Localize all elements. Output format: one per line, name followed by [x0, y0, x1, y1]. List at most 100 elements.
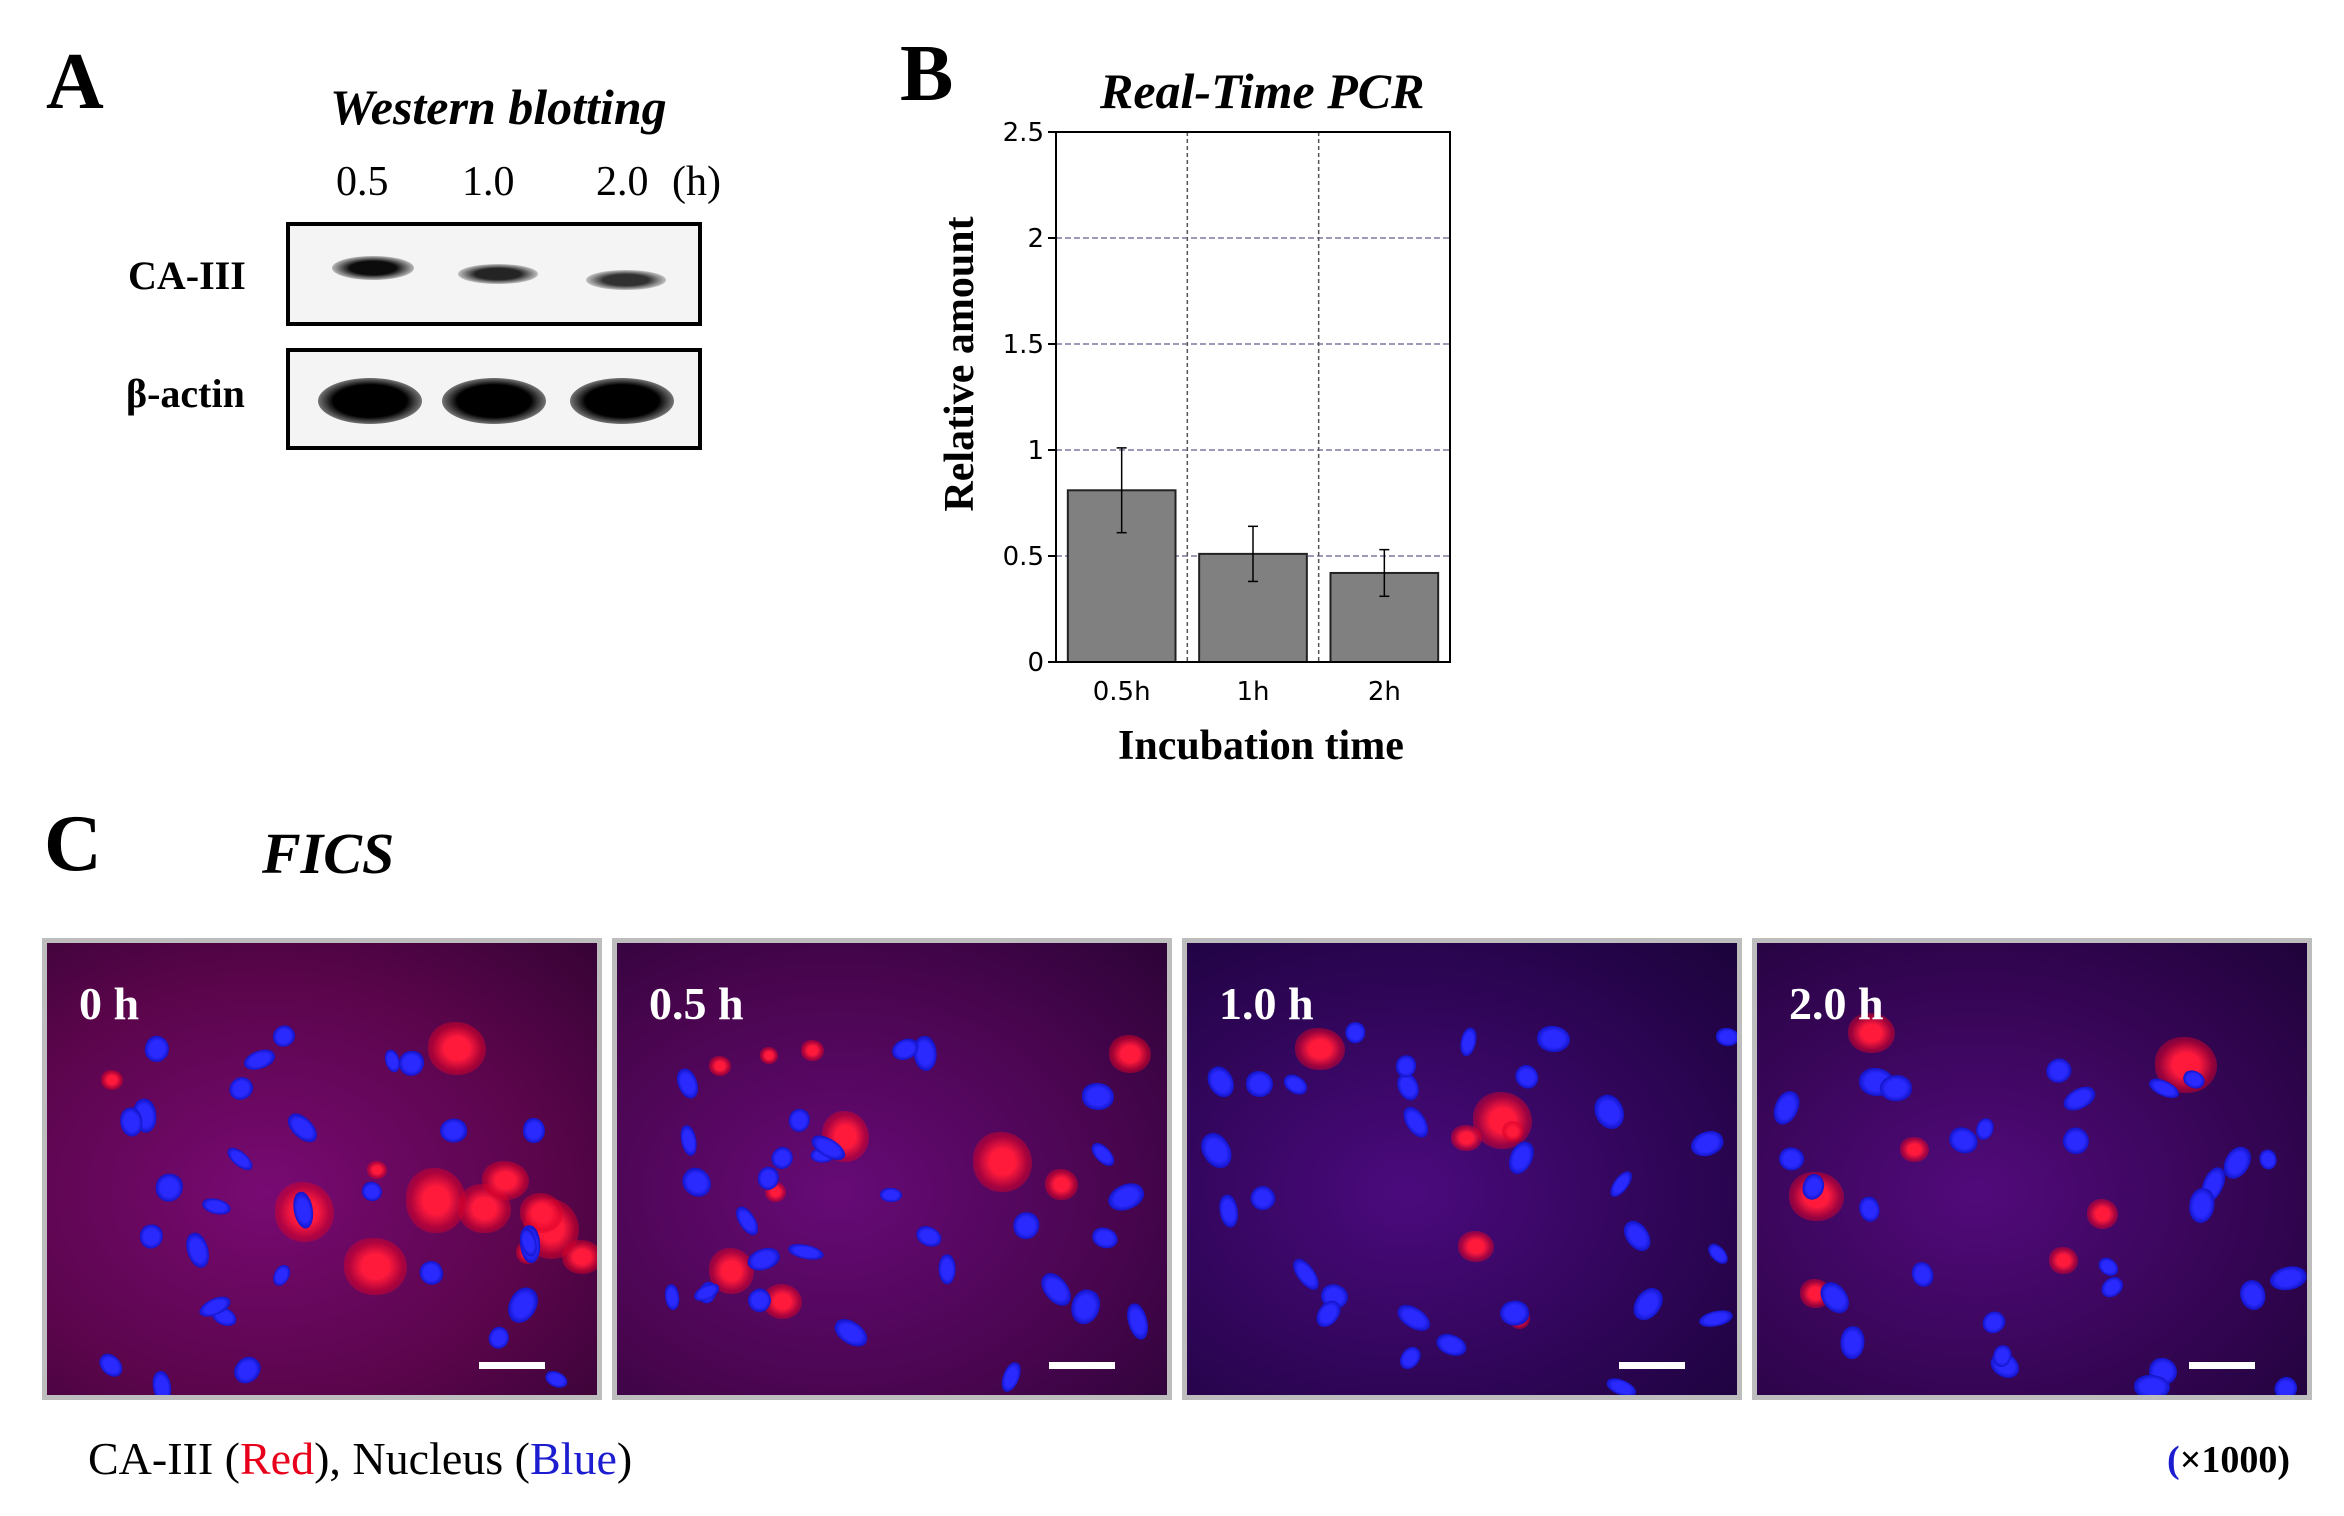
nucleus: [829, 1313, 873, 1353]
fics-title: FICS: [262, 821, 395, 886]
panel-a-letter: A: [46, 38, 104, 126]
nucleus: [2058, 1123, 2094, 1159]
micrograph-2-0h: 2.0 h: [1752, 938, 2312, 1400]
nucleus: [139, 1223, 164, 1249]
y-tick-label: 2.5: [1003, 118, 1044, 148]
chart-title: Real-Time PCR: [1100, 63, 1425, 119]
ca3-signal: [1848, 1012, 1895, 1053]
nucleus: [1398, 1102, 1434, 1142]
band-ca3-lane2: [458, 264, 538, 284]
magnification-label: (×1000): [2167, 1438, 2290, 1482]
nucleus: [1715, 1027, 1737, 1047]
ca3-signal: [1501, 1121, 1525, 1143]
ca3-signal: [427, 1021, 487, 1075]
ca3-signal: [1457, 1230, 1495, 1262]
nucleus: [228, 1351, 266, 1389]
nucleus: [880, 1187, 903, 1203]
western-blot-title: Western blotting: [330, 79, 667, 135]
nucleus: [2095, 1254, 2123, 1280]
ca3-signal: [367, 1161, 387, 1179]
nucleus: [241, 1045, 278, 1074]
nucleus: [1104, 1178, 1148, 1216]
nucleus: [662, 1283, 681, 1311]
plot-frame: [1055, 131, 1451, 663]
nucleus: [224, 1073, 258, 1106]
caption-red-word: Red: [240, 1433, 315, 1484]
ca3-signal: [708, 1055, 731, 1076]
ca3-signal: [481, 1161, 529, 1201]
caption-prefix: CA-III (: [88, 1433, 240, 1484]
nucleus: [2236, 1276, 2270, 1314]
lane-label-2: 1.0: [462, 159, 515, 205]
nucleus: [1395, 1343, 1425, 1374]
nucleus: [2133, 1375, 2170, 1395]
lane-label-3: 2.0: [596, 159, 649, 205]
ca3-signal: [1045, 1168, 1078, 1200]
x-tick-label: 0.5h: [1093, 677, 1151, 707]
micrograph-1-0h: 1.0 h: [1182, 938, 1742, 1400]
nucleus: [359, 1179, 384, 1204]
band-actin-lane3: [570, 378, 674, 424]
nucleus: [1035, 1267, 1077, 1311]
nucleus: [543, 1368, 571, 1391]
nucleus: [1394, 1054, 1417, 1078]
nucleus: [1216, 1193, 1241, 1230]
time-label: 0.5 h: [649, 978, 744, 1029]
nucleus: [1536, 1024, 1572, 1053]
nucleus: [2058, 1081, 2099, 1116]
y-tick-label: 0.5: [1003, 542, 1044, 572]
scale-bar: [2189, 1362, 2255, 1369]
ca3-signal: [1900, 1136, 1929, 1163]
blot-actin: [286, 348, 702, 450]
mag-rest: ×1000): [2179, 1439, 2290, 1481]
row-label-ca3: CA-III: [128, 253, 246, 298]
nucleus: [998, 1360, 1024, 1395]
nucleus: [1087, 1139, 1119, 1170]
nucleus: [2257, 1147, 2280, 1173]
nucleus: [913, 1222, 945, 1251]
nucleus: [398, 1050, 424, 1076]
time-label: 0 h: [79, 978, 140, 1029]
nucleus: [1280, 1071, 1311, 1099]
ca3-signal: [759, 1046, 779, 1064]
y-tick-label: 1: [1027, 436, 1044, 466]
nucleus: [438, 1117, 469, 1145]
nucleus: [1628, 1283, 1669, 1326]
nucleus: [1589, 1090, 1631, 1134]
blot-ca3: [286, 222, 702, 326]
band-ca3-lane1: [332, 256, 414, 280]
ca3-signal: [801, 1039, 825, 1062]
nucleus: [677, 1123, 700, 1158]
ca3-signal: [2086, 1199, 2119, 1229]
scale-bar: [479, 1362, 545, 1369]
nucleus: [1618, 1216, 1656, 1256]
nucleus: [1776, 1144, 1807, 1174]
nucleus: [1458, 1025, 1479, 1057]
y-tick-label: 2: [1027, 224, 1044, 254]
nucleus: [1510, 1060, 1543, 1094]
nucleus: [1245, 1181, 1280, 1216]
nucleus: [1606, 1168, 1636, 1201]
nucleus: [1977, 1306, 2010, 1338]
y-axis-title: Relative amount: [937, 216, 983, 512]
nucleus: [2270, 1372, 2302, 1395]
time-label: 1.0 h: [1219, 978, 1314, 1029]
nucleus: [2267, 1262, 2307, 1294]
lane-unit: (h): [672, 159, 721, 205]
nucleus: [1687, 1127, 1727, 1162]
nucleus: [787, 1108, 811, 1133]
nucleus: [150, 1369, 174, 1395]
nucleus: [731, 1203, 763, 1240]
x-tick-label: 2h: [1368, 677, 1401, 707]
nucleus: [1393, 1299, 1435, 1336]
band-actin-lane1: [318, 378, 422, 424]
nucleus: [1245, 1070, 1274, 1098]
ca3-signal: [972, 1131, 1032, 1192]
nucleus: [1194, 1127, 1238, 1174]
row-label-actin: β-actin: [126, 371, 245, 416]
caption-middle: ), Nucleus (: [314, 1433, 530, 1484]
nucleus: [1855, 1194, 1882, 1224]
nucleus: [268, 1021, 299, 1052]
nucleus: [676, 1162, 717, 1202]
nucleus: [485, 1323, 514, 1352]
